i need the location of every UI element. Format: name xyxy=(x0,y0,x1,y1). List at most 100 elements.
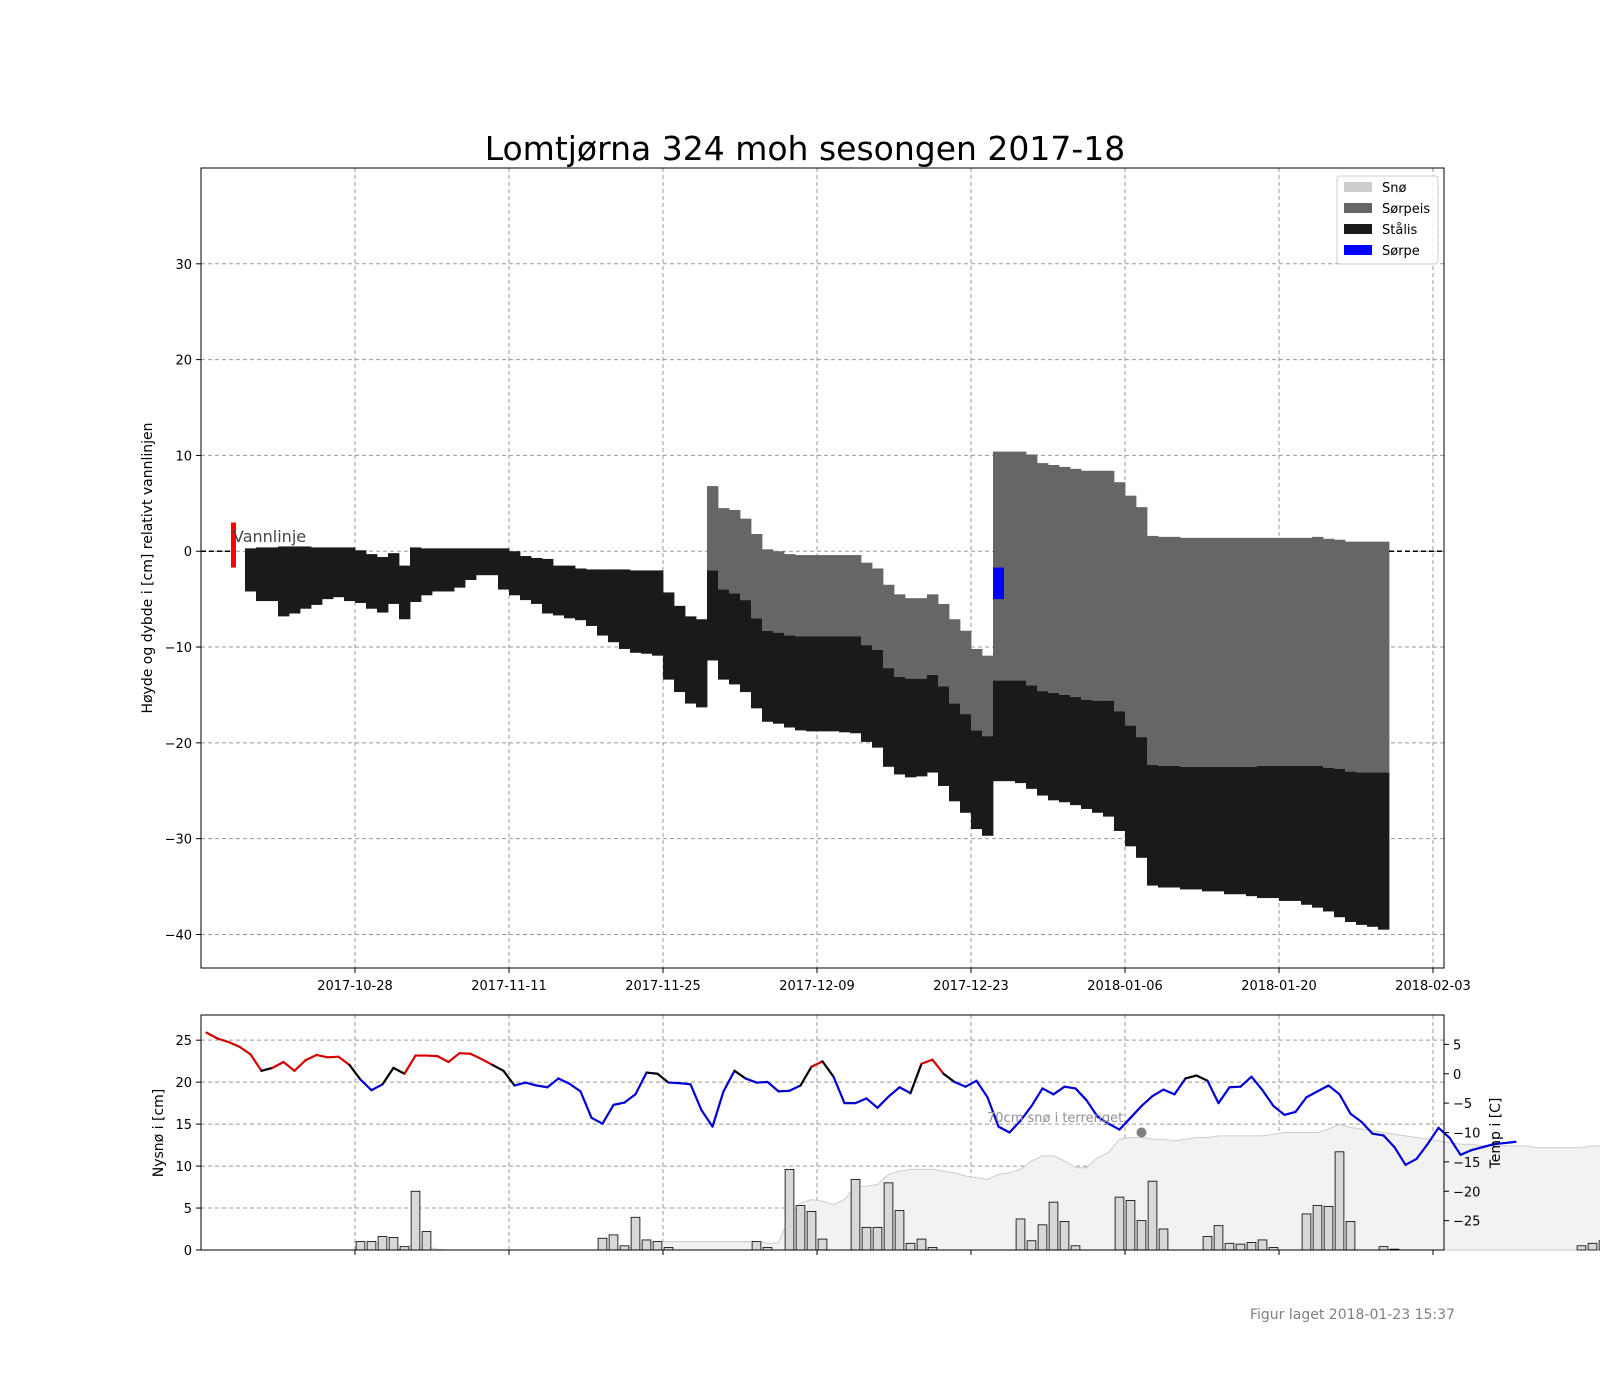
temp-segment xyxy=(579,1090,593,1119)
bar-stalis xyxy=(289,546,301,614)
new-snow-bar xyxy=(1136,1220,1147,1251)
bar-sorpeis xyxy=(1015,451,1027,681)
temp-segment xyxy=(953,1080,967,1088)
bar-stalis xyxy=(1081,699,1093,809)
bar-sorpeis xyxy=(1136,507,1148,738)
bar-stalis xyxy=(1070,696,1082,806)
bar-stalis xyxy=(311,547,323,605)
bar-stalis xyxy=(927,674,939,773)
main-y-tick-label: 20 xyxy=(175,354,192,369)
bar-stalis xyxy=(696,619,708,708)
bar-stalis xyxy=(1279,765,1302,901)
temp-segment xyxy=(909,1062,923,1095)
bar-sorpeis xyxy=(982,655,994,737)
bar-sorpeis xyxy=(1158,536,1181,766)
temp-segment xyxy=(293,1059,307,1072)
bar-stalis xyxy=(938,686,950,786)
bar-stalis xyxy=(542,558,554,614)
new-snow-bar xyxy=(366,1241,377,1251)
bar-stalis xyxy=(1147,764,1159,886)
bar-stalis xyxy=(883,668,895,767)
bar-sorpeis xyxy=(1026,454,1038,686)
temp-segment xyxy=(568,1082,582,1093)
temp-segment xyxy=(348,1063,362,1081)
bar-stalis xyxy=(388,553,400,604)
bar-stalis xyxy=(993,680,1016,782)
new-snow-bar xyxy=(894,1210,905,1251)
temp-segment xyxy=(1294,1096,1308,1114)
bar-stalis xyxy=(784,635,796,728)
new-snow-bar xyxy=(1235,1243,1246,1251)
temp-segment xyxy=(469,1052,483,1061)
bar-stalis xyxy=(476,548,499,576)
bar-stalis xyxy=(421,548,433,596)
bar-stalis xyxy=(1125,725,1137,847)
bar-stalis xyxy=(839,636,851,733)
bar-stalis xyxy=(1136,737,1148,858)
legend-label-sorpe: Sørpe xyxy=(1382,244,1420,259)
temp-segment xyxy=(656,1072,670,1084)
sub-y-tick-label: 15 xyxy=(175,1118,192,1133)
new-snow-bar xyxy=(410,1190,421,1251)
bar-stalis xyxy=(366,554,378,609)
temp-segment xyxy=(1041,1087,1055,1096)
temp-segment xyxy=(535,1084,549,1089)
bar-stalis xyxy=(872,649,884,748)
bar-stalis xyxy=(1103,700,1115,817)
bar-stalis xyxy=(608,569,620,643)
temp-segment xyxy=(546,1077,560,1089)
waterline-label: Vannlinje xyxy=(233,527,306,546)
temp-segment xyxy=(755,1080,769,1084)
temp-segment xyxy=(1382,1134,1396,1149)
new-snow-bar xyxy=(1301,1213,1312,1251)
new-snow-bar xyxy=(1158,1228,1169,1251)
bar-sorpeis xyxy=(872,568,884,650)
bar-stalis xyxy=(355,550,367,603)
main-x-tick-label: 2018-01-20 xyxy=(1241,979,1317,994)
bar-stalis xyxy=(410,547,422,603)
new-snow-bar xyxy=(1323,1205,1334,1251)
temp-segment xyxy=(1305,1090,1319,1099)
bar-stalis xyxy=(674,605,686,693)
new-snow-bar xyxy=(1246,1242,1257,1251)
temp-segment xyxy=(821,1060,835,1078)
bar-sorpeis xyxy=(916,598,928,679)
bar-stalis xyxy=(1015,680,1027,784)
temp-segment xyxy=(1459,1149,1473,1156)
bar-stalis xyxy=(641,570,653,654)
new-snow-bar xyxy=(751,1241,762,1251)
bar-stalis xyxy=(630,570,642,653)
temp-segment xyxy=(700,1109,714,1128)
bar-stalis xyxy=(685,616,697,704)
sub-y2-axis-label: Temp i [C] xyxy=(1488,1098,1504,1170)
bar-sorpeis xyxy=(949,619,961,704)
temp-segment xyxy=(282,1060,296,1072)
sub-y2-tick-label: −5 xyxy=(1453,1097,1472,1112)
temp-segment xyxy=(513,1081,527,1087)
temp-segment xyxy=(1228,1085,1242,1089)
temp-segment xyxy=(216,1037,230,1044)
temp-segment xyxy=(1184,1074,1198,1080)
temp-segment xyxy=(1338,1093,1352,1115)
main-x-tick-label: 2017-11-11 xyxy=(471,979,547,994)
legend-label-sno: Snø xyxy=(1382,181,1406,196)
main-y-axis-label: Høyde og dybde i [cm] relativt vannlinje… xyxy=(140,422,156,713)
temp-segment xyxy=(1162,1088,1176,1096)
new-snow-bar xyxy=(1048,1201,1059,1251)
temp-segment xyxy=(249,1053,263,1072)
bar-stalis xyxy=(960,714,972,813)
temp-segment xyxy=(634,1071,648,1096)
bar-stalis xyxy=(1334,768,1346,918)
temp-segment xyxy=(1173,1077,1187,1096)
bar-sorpeis xyxy=(1048,465,1060,694)
temp-segment xyxy=(920,1058,934,1065)
main-y-tick-label: 0 xyxy=(184,545,192,560)
temp-segment xyxy=(1085,1099,1099,1118)
bar-sorpeis xyxy=(806,555,818,637)
bar-stalis xyxy=(905,678,917,778)
temp-segment xyxy=(788,1084,802,1092)
temp-segment xyxy=(271,1060,285,1069)
temp-segment xyxy=(480,1057,494,1067)
sub-y-tick-label: 0 xyxy=(184,1244,192,1259)
